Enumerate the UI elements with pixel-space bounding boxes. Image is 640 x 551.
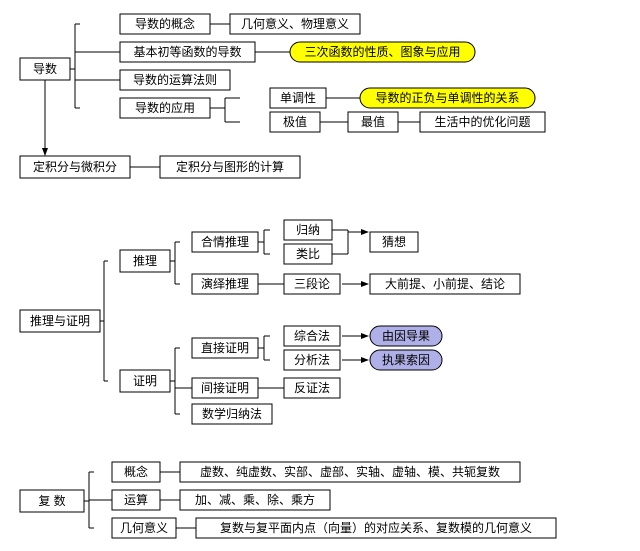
node-n_guina: 归纳 <box>284 220 332 240</box>
node-n_zjzm: 直接证明 <box>192 338 258 358</box>
node-n_fanzhengf: 反证法 <box>284 378 340 398</box>
node-label: 演绎推理 <box>201 276 249 291</box>
node-label: 综合法 <box>294 328 330 343</box>
node-n_fs_yunsuan: 运算 <box>112 490 160 510</box>
node-n_zonghef: 综合法 <box>284 326 340 346</box>
node-n_fs_jhyy_d: 复数与复平面内点（向量）的对应关系、复数模的几何意义 <box>196 518 556 538</box>
node-label: 几何意义 <box>120 520 168 535</box>
node-label: 虚数、纯虚数、实部、虚部、实轴、虚轴、模、共轭复数 <box>200 464 500 479</box>
node-n_caixiang: 猜想 <box>370 232 418 252</box>
node-label: 生活中的优化问题 <box>434 114 530 129</box>
node-n_zgsy: 执果索因 <box>370 350 442 370</box>
node-label: 极值 <box>283 114 307 129</box>
node-n_zuizhi: 最值 <box>348 112 398 132</box>
node-n_djf_tx: 定积分与图形的计算 <box>160 156 300 178</box>
node-label: 导数的应用 <box>135 100 195 115</box>
node-n_hqtl: 合情推理 <box>192 232 258 252</box>
node-label: 加、减、乘、除、乘方 <box>195 492 315 507</box>
node-label: 数学归纳法 <box>202 406 262 421</box>
node-n_fs_gainian_d: 虚数、纯虚数、实部、虚部、实轴、虚轴、模、共轭复数 <box>180 462 520 482</box>
node-n_jjzm: 间接证明 <box>192 378 258 398</box>
node-label: 直接证明 <box>201 340 249 355</box>
concept-map: 导数 导数的概念 几何意义、物理意义基本初等函数的导数 三次函数的性质、图象与应用导数… <box>0 0 640 551</box>
node-label: 间接证明 <box>201 380 249 395</box>
node-label: 反证法 <box>294 381 330 395</box>
node-label: 导数的概念 <box>135 16 195 31</box>
node-label: 导数的运算法则 <box>133 72 217 87</box>
node-label: 猜想 <box>382 234 406 249</box>
node-label: 归纳 <box>296 223 320 237</box>
node-label: 大前提、小前提、结论 <box>385 276 505 291</box>
node-n_djf: 定积分与微积分 <box>20 156 130 178</box>
node-n_fs_yunsuan_d: 加、减、乘、除、乘方 <box>180 490 330 510</box>
node-n_shenghuo: 生活中的优化问题 <box>420 112 545 132</box>
node-n_fenxif: 分析法 <box>284 350 340 370</box>
node-n_fs_jhyy: 几何意义 <box>112 518 176 538</box>
node-n_jhyy: 几何意义、物理意义 <box>230 14 360 34</box>
node-n_jbcd: 基本初等函数的导数 <box>120 42 255 62</box>
node-label: 导数 <box>33 61 57 76</box>
node-label: 由因导果 <box>382 329 430 343</box>
node-n_yytl: 演绎推理 <box>192 274 258 294</box>
node-n_zhengming: 证明 <box>120 370 170 392</box>
node-n_jizhi: 极值 <box>270 112 320 132</box>
node-label: 类比 <box>296 247 320 261</box>
node-label: 定积分与微积分 <box>33 159 117 174</box>
node-label: 复 数 <box>38 493 65 508</box>
node-label: 定积分与图形的计算 <box>176 159 284 174</box>
node-label: 证明 <box>133 374 157 388</box>
node-n_fs_gainian: 概念 <box>112 462 160 482</box>
node-n_zfdd: 导数的正负与单调性的关系 <box>360 88 535 108</box>
node-label: 分析法 <box>294 353 330 367</box>
node-n_sanci: 三次函数的性质、图象与应用 <box>290 42 475 62</box>
node-label: 三次函数的性质、图象与应用 <box>304 44 460 59</box>
node-label: 推理 <box>133 254 157 268</box>
node-n_yydg: 由因导果 <box>370 326 442 346</box>
node-n_yingyong: 导数的应用 <box>120 98 210 118</box>
node-n_ysfz: 导数的运算法则 <box>120 70 230 90</box>
node-n_leibi: 类比 <box>284 244 332 264</box>
node-n_fushu: 复 数 <box>20 490 84 512</box>
node-label: 执果索因 <box>382 353 430 367</box>
node-n_gainian: 导数的概念 <box>120 14 210 34</box>
node-n_daoshu: 导数 <box>20 58 70 80</box>
node-label: 基本初等函数的导数 <box>133 44 241 59</box>
node-label: 概念 <box>124 464 148 479</box>
node-n_sdl: 三段论 <box>284 274 340 294</box>
node-label: 几何意义、物理意义 <box>241 16 349 31</box>
node-label: 合情推理 <box>201 234 249 249</box>
node-label: 最值 <box>361 114 385 129</box>
node-label: 复数与复平面内点（向量）的对应关系、复数模的几何意义 <box>220 520 532 535</box>
node-label: 运算 <box>124 492 148 507</box>
node-n_sxgnf: 数学归纳法 <box>192 404 272 424</box>
node-label: 单调性 <box>280 91 316 105</box>
node-label: 三段论 <box>294 276 330 291</box>
node-label: 导数的正负与单调性的关系 <box>375 90 519 105</box>
node-n_tlzm: 推理与证明 <box>20 310 100 332</box>
node-label: 推理与证明 <box>30 314 90 328</box>
node-n_tuili: 推理 <box>120 250 170 272</box>
node-n_dqt: 大前提、小前提、结论 <box>370 274 520 294</box>
node-n_dandiaox: 单调性 <box>270 88 326 108</box>
